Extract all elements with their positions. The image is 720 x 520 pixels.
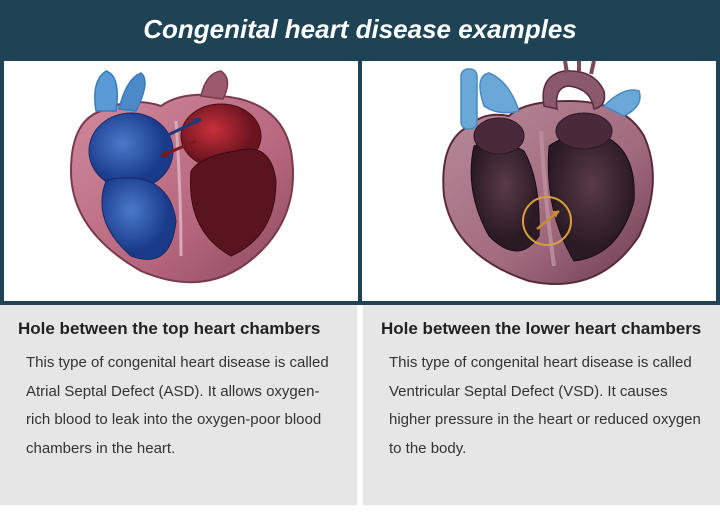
caption-asd-body: This type of congenital heart disease is… [18, 349, 339, 463]
caption-vsd-title: Hole between the lower heart chambers [381, 319, 702, 339]
diagram-row [0, 61, 720, 305]
caption-vsd-body: This type of congenital heart disease is… [381, 349, 702, 463]
diagram-asd [4, 61, 358, 301]
caption-row: Hole between the top heart chambers This… [0, 305, 720, 505]
caption-vsd: Hole between the lower heart chambers Th… [363, 305, 720, 505]
heart-asd-illustration [11, 61, 351, 301]
caption-asd-title: Hole between the top heart chambers [18, 319, 339, 339]
page-title: Congenital heart disease examples [0, 0, 720, 61]
caption-asd: Hole between the top heart chambers This… [0, 305, 357, 505]
diagram-vsd [362, 61, 716, 301]
heart-vsd-illustration [369, 61, 709, 301]
